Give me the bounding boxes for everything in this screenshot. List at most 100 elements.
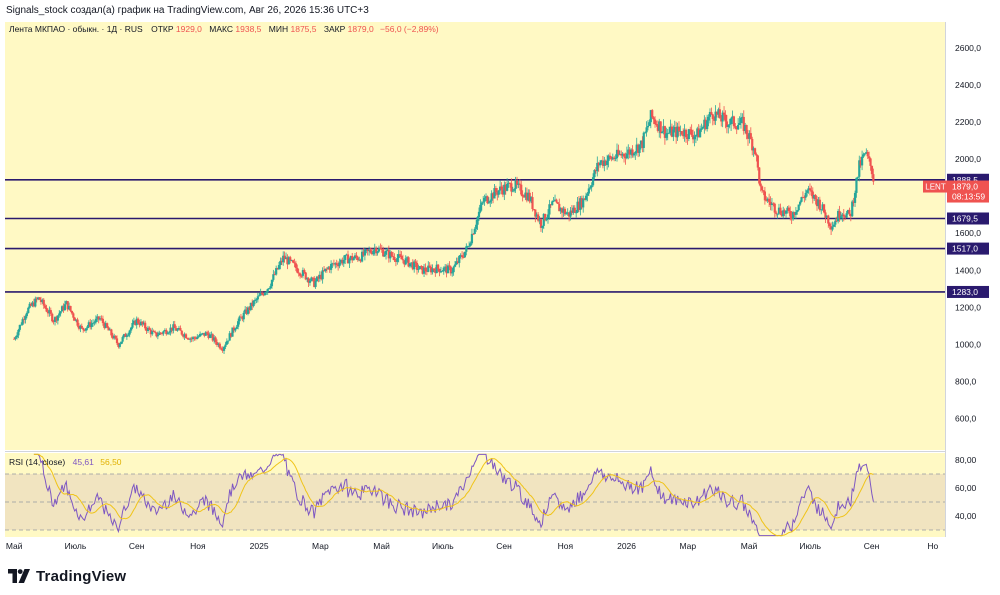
rsi-value: 45,61 (73, 457, 95, 467)
candle-body-up (231, 327, 234, 337)
candle-body-up (559, 208, 562, 212)
candle-body-up (813, 194, 816, 199)
candle-body-up (435, 264, 438, 274)
candle-body-down (337, 265, 340, 267)
candle-body-down (22, 319, 26, 321)
candle-body-up (621, 153, 624, 156)
candle-body-up (384, 250, 388, 255)
candle-body-up (441, 270, 444, 272)
candle-body-down (815, 199, 819, 207)
candle-body-up (797, 204, 800, 211)
candle-body-down (160, 333, 164, 334)
candle-body-down (356, 257, 359, 261)
candle-body-down (221, 349, 224, 351)
candle-body-up (860, 156, 864, 166)
candle-body-up (676, 126, 679, 138)
candle-body-up (301, 270, 305, 276)
candle-body-up (372, 250, 375, 255)
candle-body-up (368, 250, 371, 252)
candle-body-down (773, 203, 776, 213)
candle-body-up (665, 133, 668, 138)
candle-body-up (645, 127, 648, 133)
candle-body-down (421, 266, 424, 274)
candle-body-up (244, 309, 247, 313)
candle-body-up (538, 219, 541, 221)
time-tick-label: Май (373, 541, 390, 551)
candle-body-up (455, 261, 458, 265)
candle-body-up (139, 321, 143, 326)
candle-body-down (134, 320, 137, 326)
candle-body-down (370, 252, 374, 255)
candle-body-up (615, 149, 619, 159)
rsi-ma-line (33, 453, 874, 537)
candle-body-up (345, 254, 348, 256)
chart-svg[interactable]: 600,0800,01000,01200,01400,01600,01800,0… (5, 22, 1000, 557)
candle-body-down (682, 134, 685, 137)
candle-body-down (793, 212, 796, 215)
footer-logo[interactable]: TradingView (8, 565, 126, 587)
candle-body-down (534, 209, 537, 217)
candle-body-down (424, 267, 427, 272)
candle-body-up (766, 198, 769, 201)
candle-body-up (683, 129, 686, 137)
candle-body-up (200, 333, 203, 335)
candle-body-down (732, 116, 736, 127)
candle-body-down (624, 156, 627, 159)
candle-body-up (15, 335, 19, 338)
candle-body-down (391, 256, 395, 257)
candle-body-up (360, 251, 364, 262)
candle-body-up (358, 259, 361, 261)
candle-body-down (194, 338, 197, 339)
candle-body-down (715, 111, 719, 115)
candle-body-up (452, 266, 455, 273)
candle-body-up (196, 337, 199, 339)
candle-body-up (679, 131, 682, 132)
rsi-line (33, 453, 874, 537)
candle-body-up (59, 311, 62, 314)
candle-body-down (124, 334, 127, 337)
candle-body-down (106, 323, 109, 328)
candle-body-up (660, 131, 664, 134)
candle-body-up (599, 162, 602, 166)
candle-body-up (234, 328, 237, 331)
candle-body-up (839, 216, 843, 219)
candle-body-up (469, 243, 472, 246)
candle-body-up (458, 255, 461, 263)
candle-body-down (872, 174, 875, 182)
candle-body-up (821, 204, 824, 210)
candle-body-down (772, 203, 775, 205)
candle-body-down (818, 199, 821, 210)
candle-body-up (777, 207, 781, 214)
candle-body-down (722, 112, 726, 115)
level-tag-bg (947, 242, 989, 255)
time-tick-label: Мар (679, 541, 696, 551)
candle-body-down (725, 121, 728, 127)
candle-body-down (114, 335, 117, 339)
candle-body-down (89, 322, 92, 328)
candle-body-down (175, 328, 178, 331)
candle-body-down (72, 313, 75, 318)
candle-body-up (841, 214, 844, 217)
candle-body-up (817, 199, 820, 207)
candle-body-up (269, 286, 272, 289)
candle-body-down (77, 325, 81, 329)
candle-body-down (232, 327, 236, 331)
candle-body-down (601, 160, 605, 166)
candle-body-up (270, 279, 274, 287)
candle-body-down (366, 249, 369, 252)
publisher-text: Signals_stock создал(а) график на Tradin… (6, 5, 369, 16)
candle-body-up (752, 148, 755, 151)
candle-body-down (746, 134, 750, 139)
candle-body-up (225, 341, 228, 345)
chart-area[interactable]: 600,0800,01000,01200,01400,01600,01800,0… (5, 22, 1000, 557)
candle-body-down (407, 257, 410, 267)
candle-body-down (449, 266, 452, 274)
candle-body-down (429, 267, 433, 273)
candle-body-down (186, 338, 189, 339)
candle-body-down (779, 207, 782, 214)
price-tick-label: 2400,0 (955, 80, 981, 90)
time-tick-label: Июль (799, 541, 821, 551)
candle-body-up (158, 332, 161, 336)
open-value: 1929,0 (176, 24, 202, 34)
candle-body-down (521, 194, 524, 197)
